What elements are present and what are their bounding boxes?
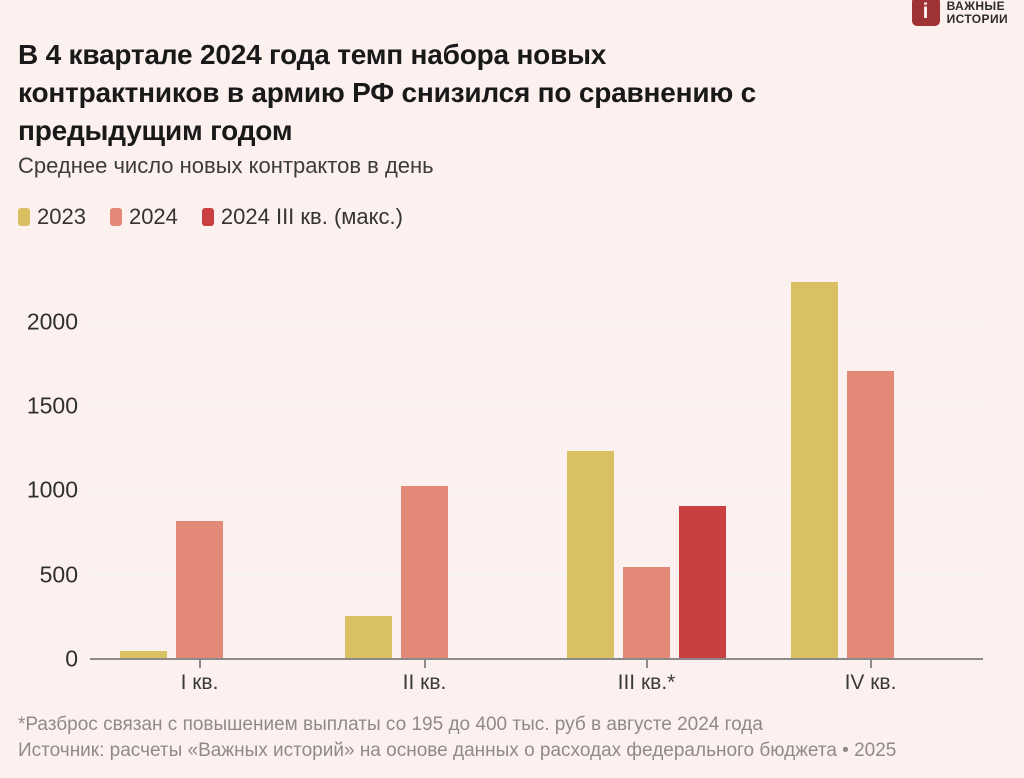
important-stories-logo: i ВАЖНЫЕ ИСТОРИИ	[911, 0, 1008, 26]
y-axis-label-2000: 2000	[26, 308, 78, 335]
legend-swatch-icon	[201, 208, 214, 226]
chart-footer: *Разброс связан с повышением выплаты со …	[18, 712, 896, 764]
chart-subtitle: Среднее число новых контрактов в день	[18, 153, 434, 178]
logo-line-2: ИСТОРИИ	[946, 12, 1008, 26]
bar-2024-III--3	[679, 506, 726, 658]
x-axis-line	[90, 658, 983, 660]
x-axis-label-2: II кв.	[402, 671, 447, 694]
y-axis-label-500: 500	[39, 561, 78, 588]
gridline-500	[90, 573, 983, 576]
title-line-2: контрактников в армию РФ снизился по сра…	[18, 77, 757, 108]
legend-item-3: 2024 III кв. (макс.)	[201, 204, 403, 230]
gridline-2000	[90, 320, 983, 323]
legend-label: 2024	[128, 204, 178, 229]
legend-label: 2024 III кв. (макс.)	[220, 204, 403, 229]
legend-swatch-icon	[109, 208, 122, 226]
source-line: Источник: расчеты «Важных историй» на ос…	[18, 740, 897, 761]
x-axis-label-4: IV кв.	[844, 671, 897, 694]
bar-2024-4	[847, 371, 894, 658]
bar-2023-3	[567, 451, 614, 658]
logo-line-1: ВАЖНЫЕ	[946, 0, 1005, 13]
x-axis-label-3: III кв.*	[617, 671, 676, 694]
title-line-3: предыдущим годом	[18, 115, 293, 146]
bar-2023-2	[345, 616, 392, 658]
legend-item-2: 2024	[109, 204, 178, 230]
x-tick-3	[645, 660, 648, 668]
y-axis-label-1500: 1500	[26, 392, 78, 419]
bar-2024-3	[623, 567, 670, 658]
x-axis-label-1: I кв.	[180, 671, 219, 694]
legend-swatch-icon	[18, 208, 30, 226]
bar-2023-1	[120, 651, 167, 658]
logo-wordmark: ВАЖНЫЕ ИСТОРИИ	[947, 0, 1008, 26]
footnote: *Разброс связан с повышением выплаты со …	[18, 714, 763, 735]
x-tick-1	[198, 660, 201, 668]
y-axis-label-0: 0	[65, 645, 78, 672]
gridline-1500	[90, 405, 983, 408]
y-axis-label-1000: 1000	[26, 476, 78, 503]
logo-i-glyph: i	[922, 0, 929, 23]
legend-item-1: 2023	[18, 204, 86, 230]
page-title: В 4 квартале 2024 года темп набора новых…	[18, 36, 998, 150]
legend-label: 2023	[37, 204, 86, 229]
gridline-1000	[90, 489, 983, 492]
bar-2023-4	[791, 282, 838, 658]
bar-2024-2	[401, 486, 448, 658]
title-line-1: В 4 квартале 2024 года темп набора новых	[18, 39, 607, 70]
logo-i-icon: i	[911, 0, 940, 26]
bar-2024-1	[176, 521, 223, 658]
x-tick-4	[869, 660, 872, 668]
chart-legend: 2023 2024 2024 III кв. (макс.)	[18, 204, 403, 230]
x-tick-2	[423, 660, 426, 668]
